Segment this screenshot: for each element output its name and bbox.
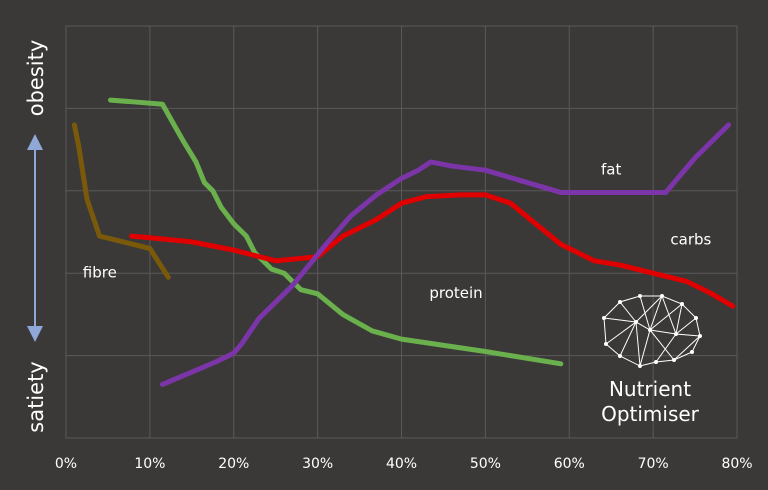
protein-series-label: protein <box>429 284 482 302</box>
x-tick-label: 50% <box>470 456 501 472</box>
x-tick-label: 30% <box>302 456 333 472</box>
y-label-satiety: satiety <box>24 361 48 432</box>
x-tick-label: 70% <box>638 456 669 472</box>
x-tick-labels: 0% 10% 20% 30% 40% 50% 60% 70% 80% <box>55 456 753 472</box>
logo-text-line1: Nutrient <box>609 377 691 401</box>
x-tick-label: 60% <box>554 456 585 472</box>
carbs-series-label: carbs <box>670 230 711 248</box>
carbs-line <box>128 192 736 309</box>
series-labels: fibre protein carbs fat <box>83 160 712 302</box>
nutrient-optimiser-logo: Nutrient Optimiser <box>601 294 702 426</box>
fat-line <box>159 122 732 387</box>
x-tick-label: 40% <box>386 456 417 472</box>
x-tick-label: 0% <box>55 456 77 472</box>
protein-line <box>107 97 564 367</box>
y-label-obesity: obesity <box>24 40 48 117</box>
series-lines <box>71 97 736 387</box>
fibre-series-label: fibre <box>83 263 117 281</box>
x-tick-label: 10% <box>134 456 165 472</box>
brain-network-icon <box>602 294 702 368</box>
logo-text-line2: Optimiser <box>601 402 700 426</box>
x-tick-label: 80% <box>721 456 752 472</box>
fat-series-label: fat <box>601 160 621 178</box>
x-tick-label: 20% <box>218 456 249 472</box>
fibre-line <box>71 122 171 280</box>
